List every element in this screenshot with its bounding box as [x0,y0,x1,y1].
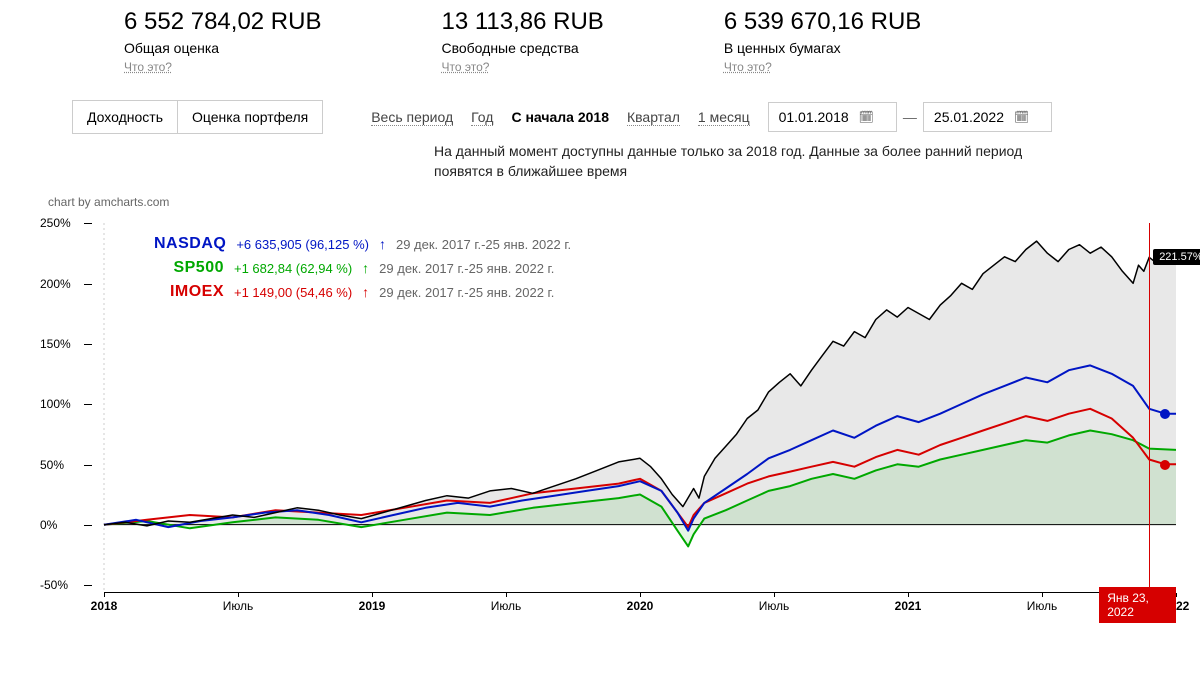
arrow-up-icon: ↑ [362,260,369,276]
performance-chart[interactable]: -50%0%50%100%150%200%250%2018Июль2019Июл… [24,211,1176,611]
period-links: Весь период Год С начала 2018 Квартал 1 меся… [371,109,749,126]
calendar-icon: 🗓 [859,110,874,124]
chart-cursor [1149,223,1150,593]
period-4[interactable]: 1 месяц [698,109,750,126]
period-2[interactable]: С начала 2018 [511,109,609,125]
stat-total-label: Общая оценка [124,40,321,56]
legend-range: 29 дек. 2017 г.-25 янв. 2022 г. [379,261,554,276]
period-0[interactable]: Весь период [371,109,453,126]
period-3[interactable]: Квартал [627,109,680,126]
legend-ticker: NASDAQ [154,235,226,253]
stat-cash: 13 113,86 RUB Свободные средства Что это… [441,8,603,76]
legend-range: 29 дек. 2017 г.-25 янв. 2022 г. [379,285,554,300]
legend-delta: +6 635,905 (96,125 %) [236,237,369,252]
date-separator: — [903,109,917,125]
cursor-date-badge: Янв 23, 2022 [1099,587,1176,623]
arrow-up-icon: ↑ [379,236,386,252]
stat-cash-label: Свободные средства [441,40,603,56]
stat-total-value: 6 552 784,02 RUB [124,8,321,36]
legend-ticker: SP500 [154,259,224,277]
chart-credit: chart by amcharts.com [48,195,1176,209]
value-badge: 221.57% [1153,249,1200,265]
legend-range: 29 дек. 2017 г.-25 янв. 2022 г. [396,237,571,252]
legend-row-nasdaq[interactable]: NASDAQ +6 635,905 (96,125 %) ↑ 29 дек. 2017… [154,235,571,253]
view-tabs: Доходность Оценка портфеля [72,100,323,134]
summary-stats: 6 552 784,02 RUB Общая оценка Что это? 1… [24,8,1176,76]
stat-securities-label: В ценных бумагах [724,40,921,56]
period-1[interactable]: Год [471,109,493,126]
availability-note: На данный момент доступны данные только … [434,142,1034,181]
controls-row: Доходность Оценка портфеля Весь период Го… [24,100,1176,134]
date-to[interactable]: 25.01.2022 🗓 [923,102,1052,132]
stat-total-hint[interactable]: Что это? [124,60,172,74]
date-from[interactable]: 01.01.2018 🗓 [768,102,897,132]
stat-cash-hint[interactable]: Что это? [441,60,489,74]
stat-securities: 6 539 670,16 RUB В ценных бумагах Что эт… [724,8,921,76]
stat-securities-value: 6 539 670,16 RUB [724,8,921,36]
legend-delta: +1 149,00 (54,46 %) [234,285,352,300]
stat-securities-hint[interactable]: Что это? [724,60,772,74]
stat-total: 6 552 784,02 RUB Общая оценка Что это? [124,8,321,76]
calendar-icon: 🗓 [1014,110,1029,124]
date-to-value: 25.01.2022 [934,109,1004,125]
chart-legend: NASDAQ +6 635,905 (96,125 %) ↑ 29 дек. 2017… [154,235,571,307]
end-dot-imoex [1160,460,1170,470]
end-dot-nasdaq [1160,409,1170,419]
stat-cash-value: 13 113,86 RUB [441,8,603,36]
tab-yield[interactable]: Доходность [73,101,177,133]
legend-delta: +1 682,84 (62,94 %) [234,261,352,276]
legend-row-sp500[interactable]: SP500 +1 682,84 (62,94 %) ↑ 29 дек. 2017 г.… [154,259,571,277]
legend-row-imoex[interactable]: IMOEX +1 149,00 (54,46 %) ↑ 29 дек. 2017 г.… [154,283,571,301]
date-from-value: 01.01.2018 [779,109,849,125]
legend-ticker: IMOEX [154,283,224,301]
date-range: 01.01.2018 🗓 — 25.01.2022 🗓 [768,102,1053,132]
tab-valuation[interactable]: Оценка портфеля [177,101,322,133]
arrow-up-icon: ↑ [362,284,369,300]
x-axis-tick [1176,593,1177,597]
